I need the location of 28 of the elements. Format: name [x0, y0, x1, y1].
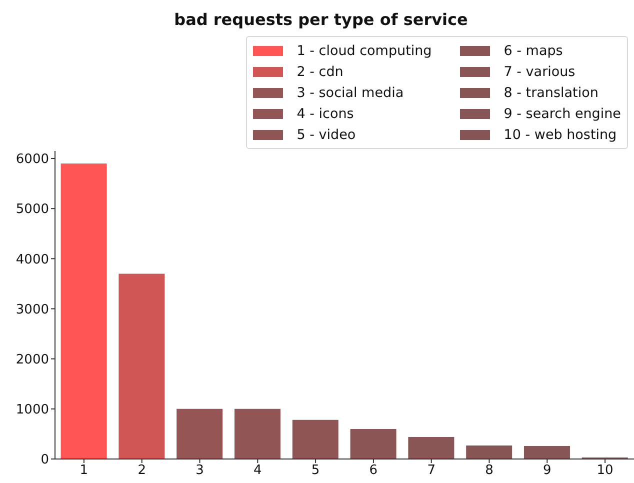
chart-title: bad requests per type of service: [173, 9, 469, 31]
x-tick-label: 4: [254, 463, 262, 478]
legend-label: 9 - search engine: [504, 106, 621, 122]
x-tick-label: 10: [596, 463, 614, 478]
legend-label: 3 - social media: [296, 84, 404, 100]
y-tick-label: 5000: [16, 202, 49, 218]
legend-label: 2 - cdn: [296, 64, 344, 80]
x-tick-label: 3: [196, 463, 204, 478]
y-tick-label: 1000: [16, 402, 49, 418]
legend-label: 7 - various: [504, 64, 576, 80]
x-tick-label: 6: [369, 463, 378, 478]
x-tick-label: 5: [311, 463, 320, 478]
legend-label: 6 - maps: [504, 42, 563, 58]
x-tick-label: 7: [427, 463, 436, 478]
y-tick-label: 2000: [16, 352, 49, 368]
legend-label: 4 - icons: [296, 106, 354, 122]
legend-label: 10 - web hosting: [504, 126, 617, 142]
legend-label: 8 - translation: [504, 84, 598, 100]
legend-label: 1 - cloud computing: [296, 42, 432, 58]
y-tick-label: 3000: [16, 302, 49, 318]
y-tick-label: 0: [40, 452, 49, 468]
legend-label: 5 - video: [296, 126, 356, 142]
x-tick-label: 1: [80, 463, 88, 478]
y-tick-label: 4000: [16, 252, 49, 268]
x-tick-label: 9: [543, 463, 552, 478]
x-tick-label: 2: [138, 463, 146, 478]
x-tick-label: 8: [485, 463, 494, 478]
y-tick-label: 6000: [16, 152, 49, 168]
